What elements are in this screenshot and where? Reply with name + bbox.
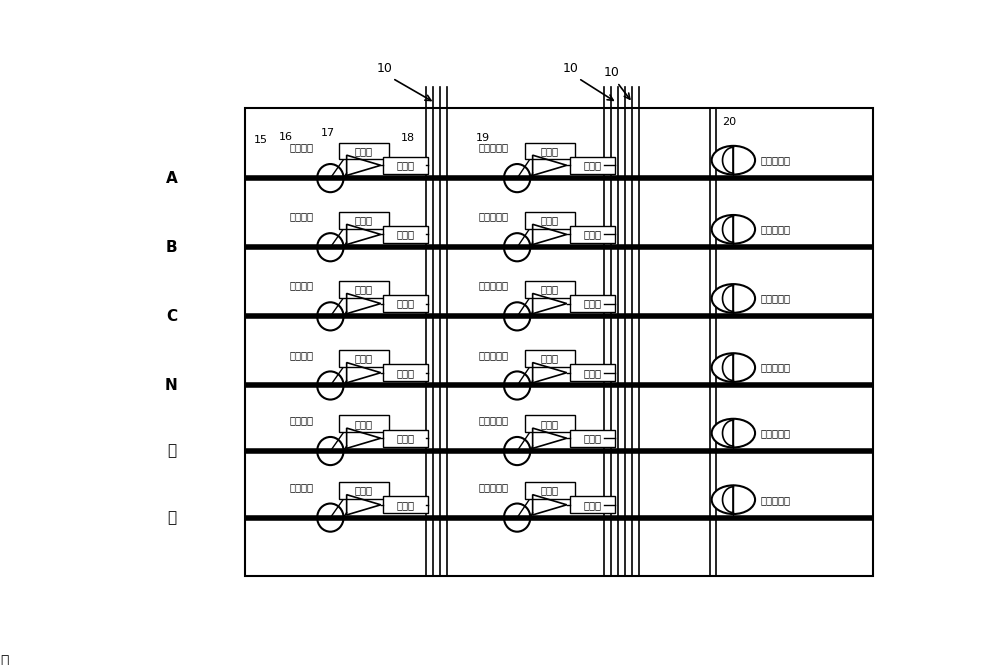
- Text: 干电池: 干电池: [541, 419, 559, 429]
- Text: 温度传感器: 温度传感器: [761, 155, 790, 165]
- Text: 电压互感器: 电压互感器: [479, 482, 509, 492]
- Circle shape: [712, 284, 755, 313]
- Text: 干电池: 干电池: [355, 146, 373, 156]
- Bar: [383, 157, 428, 174]
- Bar: [570, 496, 615, 513]
- Text: 罗氏线圈: 罗氏线圈: [290, 211, 314, 221]
- Text: 17: 17: [321, 128, 335, 138]
- Text: 干电池: 干电池: [541, 284, 559, 294]
- Bar: [525, 281, 575, 298]
- Text: 干电池: 干电池: [355, 485, 373, 495]
- Text: 干电池: 干电池: [355, 419, 373, 429]
- Bar: [570, 226, 615, 243]
- Text: 电压互感器: 电压互感器: [479, 142, 509, 152]
- Text: 挥: 挥: [167, 510, 176, 525]
- Text: 干电池: 干电池: [541, 146, 559, 156]
- Bar: [570, 295, 615, 312]
- Text: 温度传感器: 温度传感器: [761, 362, 790, 372]
- Text: 10: 10: [377, 62, 393, 74]
- Text: 温度传感器: 温度传感器: [761, 293, 790, 303]
- Text: 滤波器: 滤波器: [397, 299, 415, 309]
- Text: 罗氏线圈: 罗氏线圈: [290, 416, 314, 426]
- Text: 滤波器: 滤波器: [397, 229, 415, 239]
- Text: 温度传感器: 温度传感器: [761, 224, 790, 234]
- Bar: [570, 157, 615, 174]
- Bar: [383, 364, 428, 381]
- Text: 温度传感器: 温度传感器: [761, 428, 790, 438]
- Bar: [525, 416, 575, 432]
- Text: 滤波器: 滤波器: [397, 368, 415, 378]
- Circle shape: [712, 485, 755, 514]
- Text: 15: 15: [254, 135, 268, 145]
- Bar: [383, 226, 428, 243]
- Text: 干电池: 干电池: [541, 353, 559, 363]
- Text: 20: 20: [722, 117, 737, 127]
- Text: 电压互感器: 电压互感器: [479, 211, 509, 221]
- Circle shape: [712, 419, 755, 448]
- Text: 干电池: 干电池: [355, 284, 373, 294]
- Bar: [525, 482, 575, 499]
- Bar: [525, 142, 575, 160]
- Bar: [339, 416, 389, 432]
- Text: 滤波器: 滤波器: [583, 160, 601, 170]
- Text: 滤波器: 滤波器: [583, 433, 601, 444]
- Text: 10: 10: [604, 66, 620, 78]
- Bar: [339, 482, 389, 499]
- Text: 干电池: 干电池: [541, 485, 559, 495]
- Text: 18: 18: [401, 133, 415, 143]
- Text: 罗氏线圈: 罗氏线圈: [290, 142, 314, 152]
- Bar: [525, 211, 575, 229]
- Bar: [339, 211, 389, 229]
- Text: 滤波器: 滤波器: [397, 433, 415, 444]
- Bar: [339, 281, 389, 298]
- Text: N: N: [165, 378, 178, 393]
- Text: 滤波器: 滤波器: [397, 160, 415, 170]
- Text: A: A: [166, 171, 177, 186]
- Bar: [339, 350, 389, 367]
- Text: 滤波器: 滤波器: [583, 368, 601, 378]
- Text: C: C: [166, 309, 177, 324]
- Bar: [525, 350, 575, 367]
- Bar: [570, 430, 615, 447]
- Text: 16: 16: [279, 132, 293, 142]
- Text: 滤波器: 滤波器: [583, 500, 601, 510]
- Bar: [383, 295, 428, 312]
- Text: 干电池: 干电池: [541, 215, 559, 225]
- Text: 中: 中: [0, 654, 8, 665]
- Text: 滤波器: 滤波器: [583, 229, 601, 239]
- Bar: [383, 430, 428, 447]
- Text: 罗氏线圈: 罗氏线圈: [290, 482, 314, 492]
- Text: 罗氏线圈: 罗氏线圈: [290, 281, 314, 291]
- Circle shape: [712, 215, 755, 243]
- Text: 电压互感器: 电压互感器: [479, 416, 509, 426]
- Text: 滤波器: 滤波器: [397, 500, 415, 510]
- Text: 电压互感器: 电压互感器: [479, 350, 509, 360]
- Text: 滤波器: 滤波器: [583, 299, 601, 309]
- Text: B: B: [166, 240, 177, 255]
- Text: 温度传感器: 温度传感器: [761, 495, 790, 505]
- Bar: [339, 142, 389, 160]
- Bar: [570, 364, 615, 381]
- Circle shape: [712, 146, 755, 174]
- Circle shape: [712, 353, 755, 382]
- Text: 电压互感器: 电压互感器: [479, 281, 509, 291]
- Text: 据: 据: [167, 444, 176, 459]
- Text: 罗氏线圈: 罗氏线圈: [290, 350, 314, 360]
- Text: 19: 19: [476, 133, 490, 143]
- Text: 干电池: 干电池: [355, 215, 373, 225]
- Text: 干电池: 干电池: [355, 353, 373, 363]
- Bar: [245, 108, 873, 577]
- Bar: [383, 496, 428, 513]
- Text: 10: 10: [563, 62, 579, 74]
